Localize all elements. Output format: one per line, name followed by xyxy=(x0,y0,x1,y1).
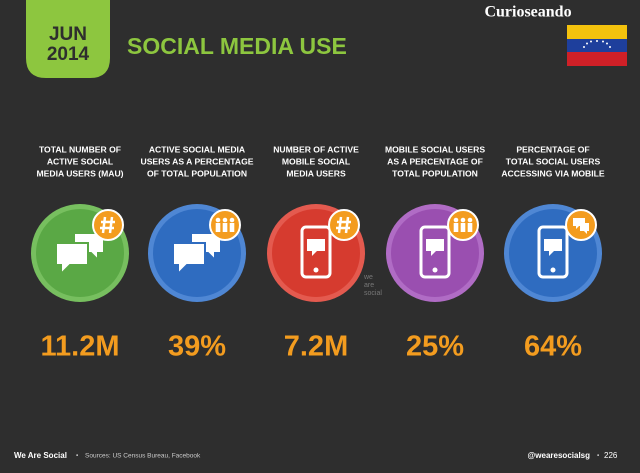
footer-handle: @wearesocialsg xyxy=(528,451,591,460)
stat-label: PERCENTAGE OF xyxy=(516,144,589,154)
date-badge xyxy=(26,0,110,78)
badge xyxy=(92,209,124,241)
person-icon xyxy=(467,217,473,223)
bubble-icon xyxy=(426,239,444,256)
footer-sources: Sources: US Census Bureau, Facebook xyxy=(85,453,201,460)
person-icon xyxy=(460,217,466,223)
bubble-icon xyxy=(573,218,585,229)
phone-icon xyxy=(537,225,569,279)
footer-bullet: • xyxy=(597,453,600,460)
stat-label: AS A PERCENTAGE OF xyxy=(387,156,483,166)
stat-label: TOTAL NUMBER OF xyxy=(39,144,121,154)
stat-value: 11.2M xyxy=(41,331,120,363)
person-icon xyxy=(229,217,235,223)
person-icon xyxy=(453,223,459,232)
person-icon xyxy=(222,217,228,223)
phone-icon xyxy=(300,225,332,279)
stat-label: OF TOTAL POPULATION xyxy=(147,168,247,178)
phone-icon xyxy=(419,225,451,279)
stat-label: ACTIVE SOCIAL MEDIA xyxy=(149,144,245,154)
watermark: social xyxy=(364,290,382,297)
watermark: we xyxy=(363,274,373,281)
bubble-icon xyxy=(544,239,562,256)
phone-button xyxy=(432,267,438,273)
badge xyxy=(328,209,360,241)
stat-value: 7.2M xyxy=(284,331,348,363)
stat-label: ACCESSING VIA MOBILE xyxy=(501,168,605,178)
bubble-icon xyxy=(172,242,206,277)
stat-value: 64% xyxy=(524,331,582,363)
footer-brand: We Are Social xyxy=(14,451,67,460)
phone-button xyxy=(313,267,319,273)
person-icon xyxy=(460,223,466,232)
footer-page: 226 xyxy=(604,451,618,460)
stat-value: 39% xyxy=(168,331,226,363)
person-icon xyxy=(453,217,459,223)
stat-label: USERS AS A PERCENTAGE xyxy=(140,156,253,166)
stat-value: 25% xyxy=(406,331,464,363)
watermark: are xyxy=(364,282,374,289)
person-icon xyxy=(467,223,473,232)
stat-label: TOTAL POPULATION xyxy=(392,168,478,178)
bubble-icon xyxy=(307,239,325,256)
footer-bullet: • xyxy=(76,453,79,460)
hash-icon xyxy=(336,216,351,234)
person-icon xyxy=(222,223,228,232)
brand: Curioseando xyxy=(484,4,571,21)
hash-icon xyxy=(100,216,115,234)
flag xyxy=(567,25,627,66)
stat-label: MOBILE SOCIAL xyxy=(282,156,350,166)
person-icon xyxy=(215,223,221,232)
stat-label: MEDIA USERS (MAU) xyxy=(36,168,123,178)
bubble-icon xyxy=(580,223,589,234)
stat-label: ACTIVE SOCIAL xyxy=(47,156,113,166)
person-icon xyxy=(215,217,221,223)
bubble-icon xyxy=(55,242,89,277)
stat-label: MEDIA USERS xyxy=(286,168,346,178)
person-icon xyxy=(229,223,235,232)
phone-button xyxy=(550,267,556,273)
stat-label: MOBILE SOCIAL USERS xyxy=(385,144,485,154)
month: JUN xyxy=(49,24,87,45)
stat-label: NUMBER OF ACTIVE xyxy=(273,144,359,154)
title: SOCIAL MEDIA USE xyxy=(127,33,347,59)
year: 2014 xyxy=(47,44,90,65)
stat-label: TOTAL SOCIAL USERS xyxy=(506,156,601,166)
